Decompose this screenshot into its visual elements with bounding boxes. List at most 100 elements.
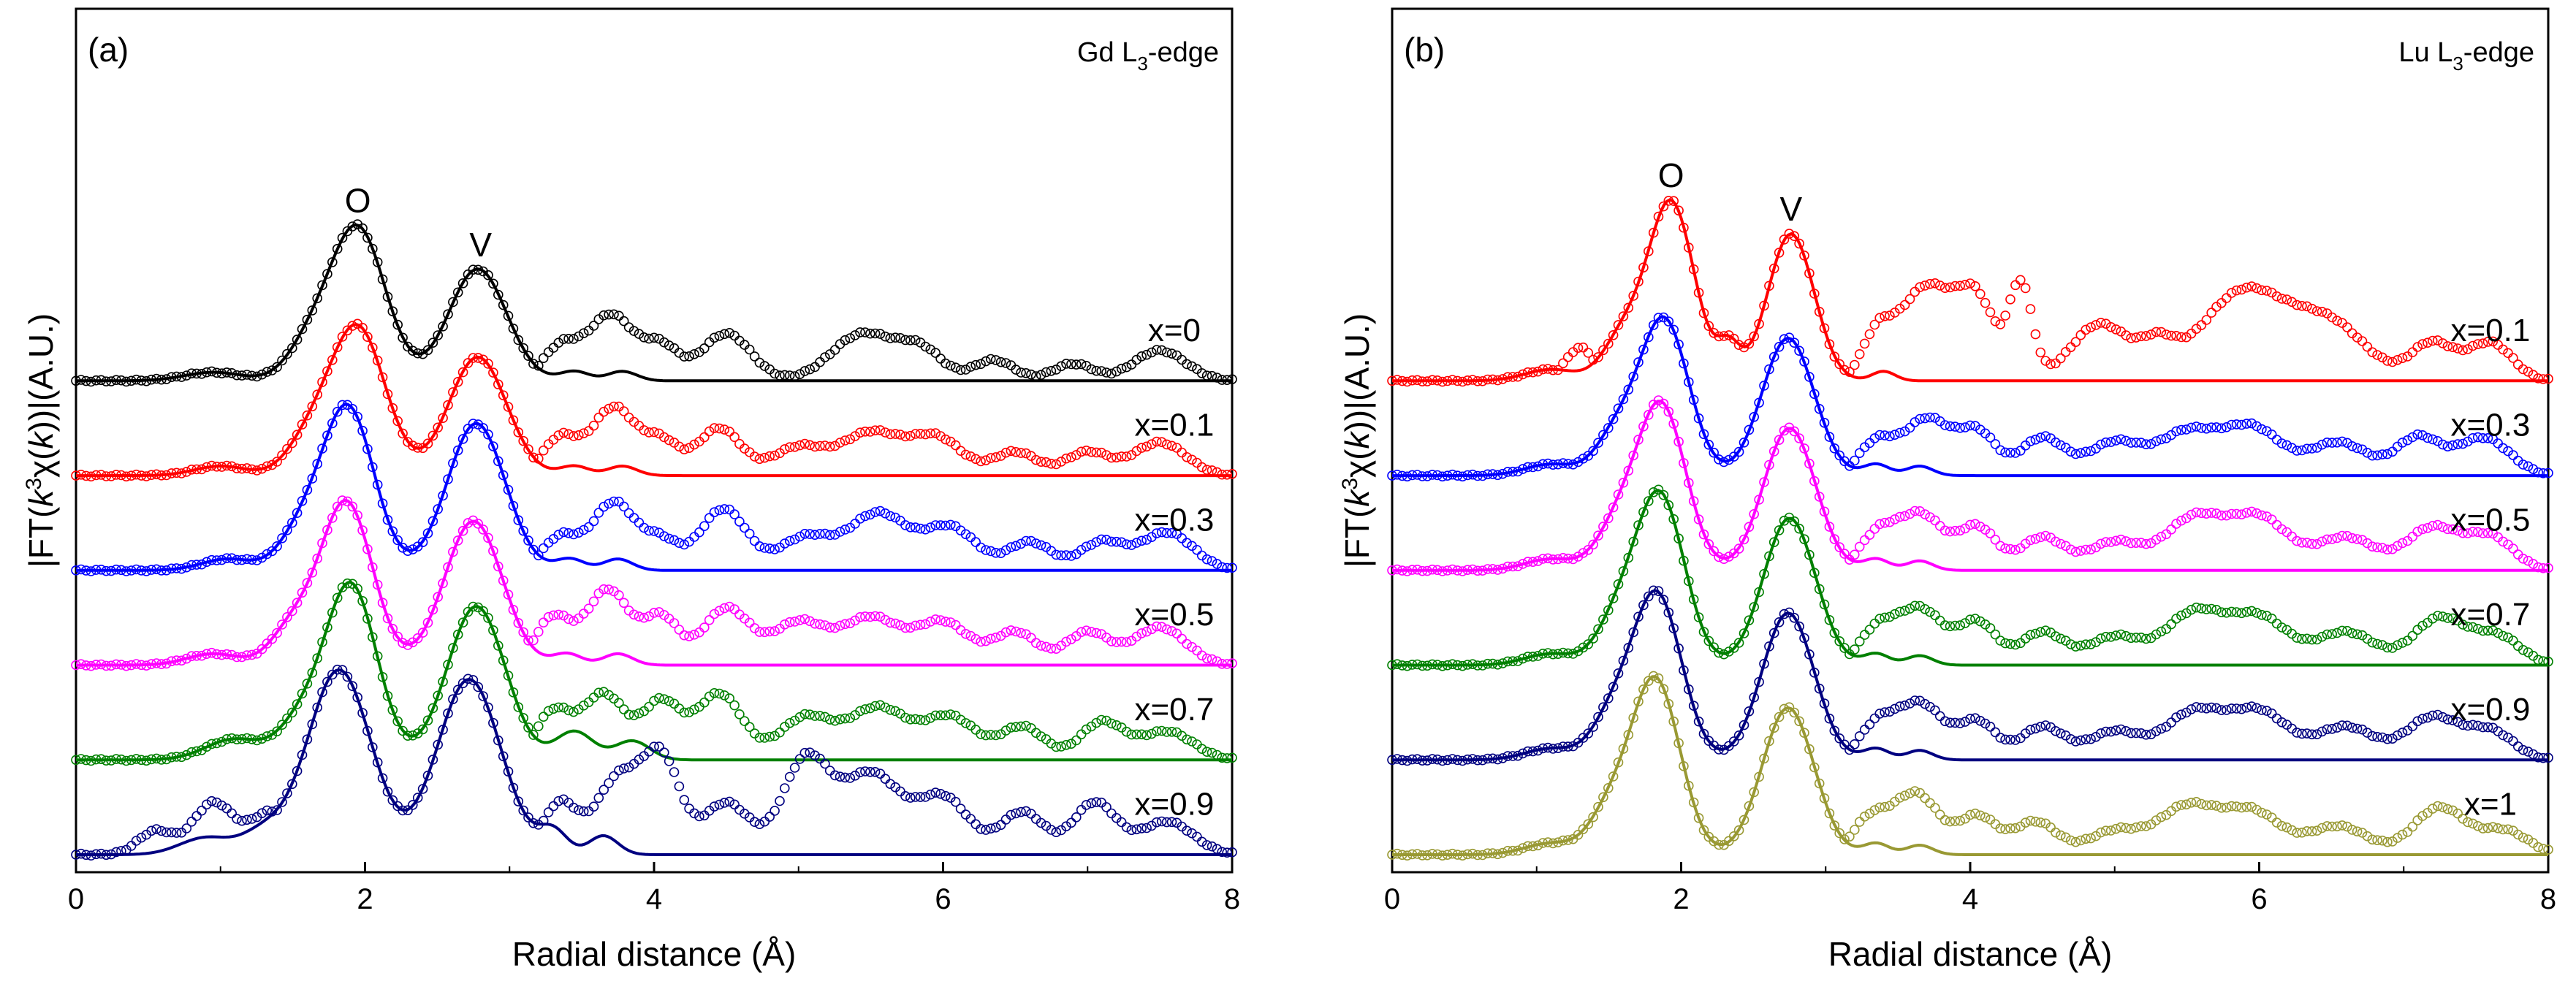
data-point — [2181, 799, 2192, 810]
data-point — [1779, 515, 1790, 526]
data-point — [518, 713, 529, 723]
data-point — [197, 745, 207, 755]
data-point — [955, 804, 966, 814]
data-point — [845, 773, 856, 783]
data-point — [2362, 831, 2373, 842]
data-point — [2171, 614, 2181, 624]
data-point — [1904, 603, 1915, 614]
data-point — [563, 527, 574, 538]
data-point — [457, 367, 468, 378]
data-point — [297, 587, 308, 598]
data-point — [794, 711, 805, 722]
data-point — [483, 270, 493, 281]
data-point — [106, 376, 116, 386]
data-point — [2482, 527, 2493, 538]
data-point — [905, 714, 916, 725]
data-point — [76, 375, 86, 385]
data-point — [2472, 623, 2483, 634]
data-point — [2216, 803, 2227, 813]
data-point — [1071, 359, 1082, 370]
data-point — [1187, 641, 1197, 652]
data-point — [1899, 790, 1910, 801]
data-point — [1894, 606, 1905, 617]
data-point — [1728, 831, 1739, 842]
data-point — [1166, 440, 1177, 451]
data-point — [1492, 849, 1503, 860]
data-point — [860, 511, 870, 522]
data-point — [2297, 537, 2307, 548]
data-point — [1201, 554, 1212, 565]
data-point — [463, 358, 474, 368]
data-point — [1673, 436, 1684, 447]
data-point — [2292, 446, 2302, 456]
data-point — [2201, 604, 2212, 614]
data-point — [1880, 310, 1890, 321]
data-point — [191, 811, 202, 821]
data-point — [1819, 417, 1830, 428]
data-point — [970, 454, 981, 465]
data-point — [1086, 446, 1097, 457]
data-point — [820, 620, 830, 630]
data-point — [1131, 824, 1142, 835]
data-point — [91, 754, 102, 765]
data-point — [372, 257, 383, 267]
data-point — [1588, 354, 1598, 365]
data-point — [146, 565, 156, 575]
data-point — [503, 484, 514, 495]
data-point — [2056, 633, 2066, 644]
data-point — [1628, 450, 1638, 461]
data-point — [1021, 367, 1031, 378]
data-point — [1152, 621, 1162, 632]
data-point — [2241, 702, 2252, 713]
data-point — [2075, 448, 2086, 459]
data-point — [1030, 538, 1041, 549]
data-point — [1809, 762, 1820, 773]
data-point — [96, 375, 107, 386]
data-point — [1794, 433, 1804, 443]
data-point — [342, 496, 353, 507]
data-point — [2140, 331, 2151, 341]
data-point — [1006, 625, 1017, 636]
data-point — [71, 565, 81, 576]
data-point — [357, 595, 368, 606]
data-point — [2131, 728, 2141, 739]
data-point — [1182, 451, 1192, 462]
data-point — [1673, 339, 1684, 350]
data-point — [181, 562, 192, 573]
data-point — [417, 724, 428, 735]
data-point — [1152, 345, 1162, 355]
data-point — [1593, 352, 1603, 362]
data-point — [362, 443, 373, 454]
data-point — [2463, 344, 2473, 354]
data-point — [2005, 447, 2015, 458]
data-point — [1212, 559, 1223, 569]
data-point — [227, 808, 238, 819]
data-point — [2075, 546, 2086, 556]
data-point — [1041, 367, 1052, 378]
data-point — [2051, 358, 2061, 369]
data-point — [2070, 449, 2081, 459]
data-point — [850, 431, 860, 441]
data-point — [1522, 367, 1533, 378]
data-point — [744, 722, 755, 733]
data-point — [1653, 395, 1664, 405]
data-point — [1482, 564, 1493, 574]
data-point — [1854, 448, 1865, 459]
data-point — [372, 757, 383, 768]
data-point — [618, 501, 629, 512]
data-point — [2176, 424, 2186, 435]
data-point — [1593, 438, 1603, 449]
data-point — [2176, 332, 2186, 343]
data-point — [2201, 315, 2212, 325]
data-point — [709, 507, 720, 518]
data-point — [1427, 375, 1437, 386]
data-point — [1387, 565, 1397, 576]
data-point — [674, 625, 685, 635]
data-point — [452, 684, 463, 695]
data-point — [955, 714, 966, 725]
data-point — [1532, 461, 1543, 472]
data-point — [1136, 443, 1147, 453]
data-point — [1794, 238, 1804, 249]
data-point — [71, 850, 81, 860]
data-point — [1653, 673, 1664, 684]
